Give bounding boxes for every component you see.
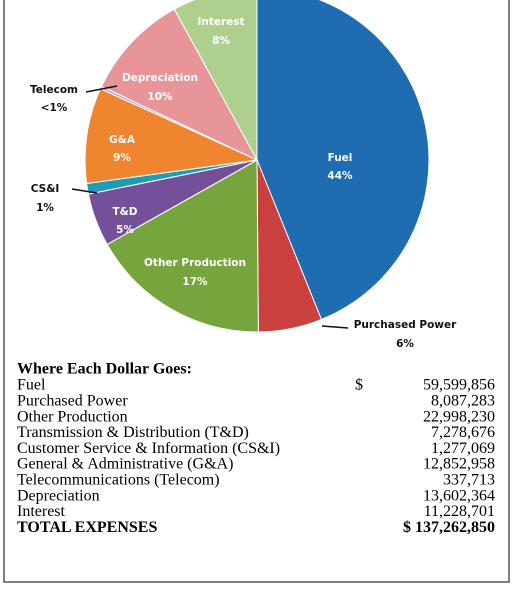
leader-line [71, 188, 98, 194]
pie-slice [256, 0, 430, 321]
slice-value: <1% [41, 102, 68, 114]
slice-label: Purchased Power [354, 319, 457, 331]
slice-label: Depreciation [122, 72, 198, 84]
row-amount: 337,713 [443, 471, 495, 488]
slice-value: 5% [116, 224, 134, 236]
row-amount: 13,602,364 [423, 487, 495, 504]
pie-slice [84, 88, 259, 185]
row-label: Transmission & Distribution (T&D) [17, 424, 249, 441]
row-label: Purchased Power [17, 392, 128, 409]
pie-slice [106, 159, 259, 333]
frame [3, 0, 510, 583]
pie-slice [173, 0, 258, 161]
row-amount: 1,277,069 [431, 440, 495, 457]
slice-value: 1% [36, 202, 54, 214]
slice-value: 17% [182, 276, 208, 288]
row-amount: 7,278,676 [431, 424, 495, 441]
leader-line [321, 325, 349, 329]
table-title: Where Each Dollar Goes: [17, 361, 192, 378]
row-label: Fuel [17, 377, 46, 394]
total-label: TOTAL EXPENSES [17, 519, 157, 536]
pie-slice [100, 8, 259, 162]
row-label: Interest [17, 503, 66, 520]
row-amount: 11,228,701 [424, 503, 495, 520]
slice-value: 9% [113, 152, 131, 164]
slice-label: Telecom [30, 84, 78, 96]
row-label: Telecommunications (Telecom) [17, 471, 220, 488]
slice-value: 10% [147, 91, 173, 103]
slice-value: 8% [212, 35, 230, 47]
row-currency: $ [355, 377, 363, 394]
row-amount: 59,599,856 [423, 377, 495, 394]
slice-label: Other Production [144, 257, 246, 269]
slice-label: CS&I [31, 183, 60, 195]
row-label: Depreciation [17, 487, 100, 504]
slice-label: Interest [197, 16, 244, 28]
slice-label: Fuel [328, 152, 353, 164]
row-amount: 8,087,283 [431, 392, 495, 409]
row-label: Other Production [17, 408, 128, 425]
row-amount: 22,998,230 [423, 408, 495, 425]
slice-value: 6% [396, 338, 414, 350]
slice-label: T&D [112, 206, 137, 218]
slice-value: 44% [327, 170, 353, 182]
slice-label: G&A [109, 134, 136, 146]
leader-line [85, 85, 118, 93]
row-label: Customer Service & Information (CS&I) [17, 440, 280, 457]
row-amount: 12,852,958 [423, 456, 495, 473]
total-amount: $ 137,262,850 [403, 519, 495, 536]
row-label: General & Administrative (G&A) [17, 456, 233, 473]
